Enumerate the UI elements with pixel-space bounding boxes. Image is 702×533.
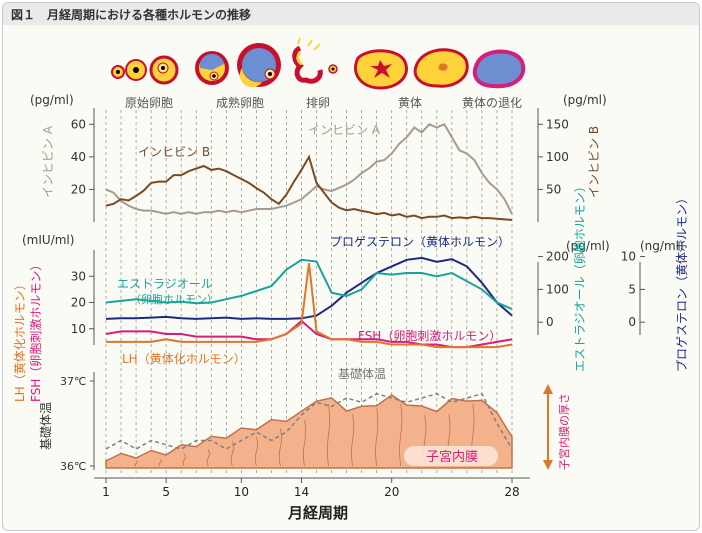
primordial-follicle-icon xyxy=(111,55,179,85)
bbt-panel: 37℃ 36℃ 基礎体温 基礎体温 子宮内膜 子宮内膜の厚さ xyxy=(39,367,571,473)
bbt-axis-label: 基礎体温 xyxy=(39,402,53,450)
mature-follicle-icon xyxy=(195,43,281,88)
endometrium-gland-line xyxy=(182,453,186,467)
bbt-tick-36: 36℃ xyxy=(60,460,86,473)
corpus-luteum-early-icon xyxy=(354,49,408,90)
inhibin-a-tick-label: 60 xyxy=(71,117,86,131)
endometrium-gland-line xyxy=(278,428,282,467)
x-axis-label: 月経周期 xyxy=(287,504,348,522)
estradiol-tick-label: 200 xyxy=(546,250,569,264)
stage-label-ovulation: 排卵 xyxy=(306,96,330,110)
endometrium-gland-line xyxy=(254,436,258,467)
corpus-luteum-regression-icon xyxy=(472,49,526,89)
lh-line xyxy=(106,262,513,349)
endometrium-label-bg xyxy=(404,446,498,466)
x-tick-label: 5 xyxy=(162,485,170,499)
figure-title: 図１ 月経周期における各種ホルモンの推移 xyxy=(11,8,252,22)
mIU-tick-label: 20 xyxy=(71,296,86,310)
estradiol-unit: (pg/ml) xyxy=(566,239,610,253)
endometrium-gland-line xyxy=(206,449,210,467)
progesterone-tick-label: 10 xyxy=(621,250,636,264)
estradiol-axis-label: エストラジオール（卵胞ホルモン） xyxy=(573,180,587,372)
estradiol-series-label: エストラジオール xyxy=(117,277,213,291)
endometrium-gland-line xyxy=(302,420,307,467)
stage-label-primordial: 原始卵胞 xyxy=(125,96,173,110)
progesterone-series-label: プロゲステロン（黄体ホルモン） xyxy=(330,235,510,249)
thickness-label: 子宮内膜の厚さ xyxy=(557,393,571,470)
endometrium-gland-line xyxy=(326,404,331,467)
progesterone-tick-label: 5 xyxy=(628,282,636,296)
ovulation-icon xyxy=(292,37,338,84)
fsh-axis-label: FSH（卵胞刺激ホルモン） xyxy=(29,259,43,402)
estradiol-series-sublabel: （卵胞ホルモン） xyxy=(130,293,218,306)
inhibin-b-tick-label: 100 xyxy=(546,150,569,164)
x-tick-label: 10 xyxy=(234,485,249,499)
day-gridlines xyxy=(105,110,513,476)
inhibin-b-series-label: インヒビン B xyxy=(138,145,210,159)
mIU-tick-label: 10 xyxy=(71,322,86,336)
stage-label-mature: 成熟卵胞 xyxy=(216,95,264,110)
inhibin-b-tick-label: 50 xyxy=(546,182,561,196)
x-tick-label: 14 xyxy=(294,485,309,499)
bbt-tick-37: 37℃ xyxy=(60,375,86,388)
endometrium-gland-line xyxy=(230,441,234,467)
x-tick-label: 20 xyxy=(384,485,399,499)
bbt-series-label: 基礎体温 xyxy=(338,367,386,381)
follicle-stage-illustrations xyxy=(111,37,526,90)
lh-series-label: LH（黄体化ホルモン） xyxy=(122,352,246,366)
corpus-luteum-icon xyxy=(413,48,469,88)
progesterone-axis-label: プロゲステロン（黄体ホルモン） xyxy=(675,192,689,372)
inhibin-b-axis-label: インヒビン B xyxy=(587,126,601,198)
stage-label-regression: 黄体の退化 xyxy=(462,96,522,110)
thickness-arrowhead-up xyxy=(543,384,553,394)
inhibin-a-series-label: インヒビン A xyxy=(308,123,381,137)
estradiol-line xyxy=(105,258,513,311)
x-axis: 1 5 10 14 20 28 月経周期 xyxy=(94,477,530,522)
endometrium-gland-line xyxy=(375,408,379,467)
progesterone-tick-label: 0 xyxy=(628,315,636,329)
fsh-line xyxy=(105,319,513,349)
x-tick-label: 28 xyxy=(504,485,519,499)
bbt-line xyxy=(105,392,513,450)
endometrium-label: 子宮内膜 xyxy=(426,449,478,465)
endometrium-gland-line xyxy=(399,403,403,467)
inhibin-b-line xyxy=(105,154,513,221)
progesterone-line xyxy=(105,256,513,320)
stage-label-corpus-luteum: 黄体 xyxy=(398,96,422,110)
mIU-tick-label: 30 xyxy=(71,269,86,283)
estradiol-tick-label: 0 xyxy=(546,315,554,329)
inhibin-a-tick-label: 40 xyxy=(71,150,86,164)
progesterone-unit: (ng/ml) xyxy=(640,239,684,253)
endometrium-gland-line xyxy=(158,459,162,467)
inhibin-a-unit: (pg/ml) xyxy=(30,93,74,107)
fsh-series-label: FSH（卵胞刺激ホルモン） xyxy=(358,329,501,343)
inhibin-a-axis-label: インヒビン A xyxy=(41,125,55,198)
inhibin-a-line xyxy=(105,123,513,215)
thickness-arrowhead-down xyxy=(543,460,553,470)
inhibin-a-tick-label: 20 xyxy=(71,182,86,196)
x-tick-label: 1 xyxy=(102,485,110,499)
mIU-unit: (mIU/ml) xyxy=(22,233,74,247)
title-bar: 図１ 月経周期における各種ホルモンの推移 xyxy=(3,3,699,25)
lh-axis-label: LH（黄体化ホルモン） xyxy=(13,278,27,402)
inhibin-b-tick-label: 150 xyxy=(546,117,569,131)
endometrium-gland-line xyxy=(134,460,138,467)
estradiol-tick-label: 100 xyxy=(546,282,569,296)
endometrium-gland-line xyxy=(351,414,355,467)
inhibin-b-unit: (pg/ml) xyxy=(563,93,607,107)
